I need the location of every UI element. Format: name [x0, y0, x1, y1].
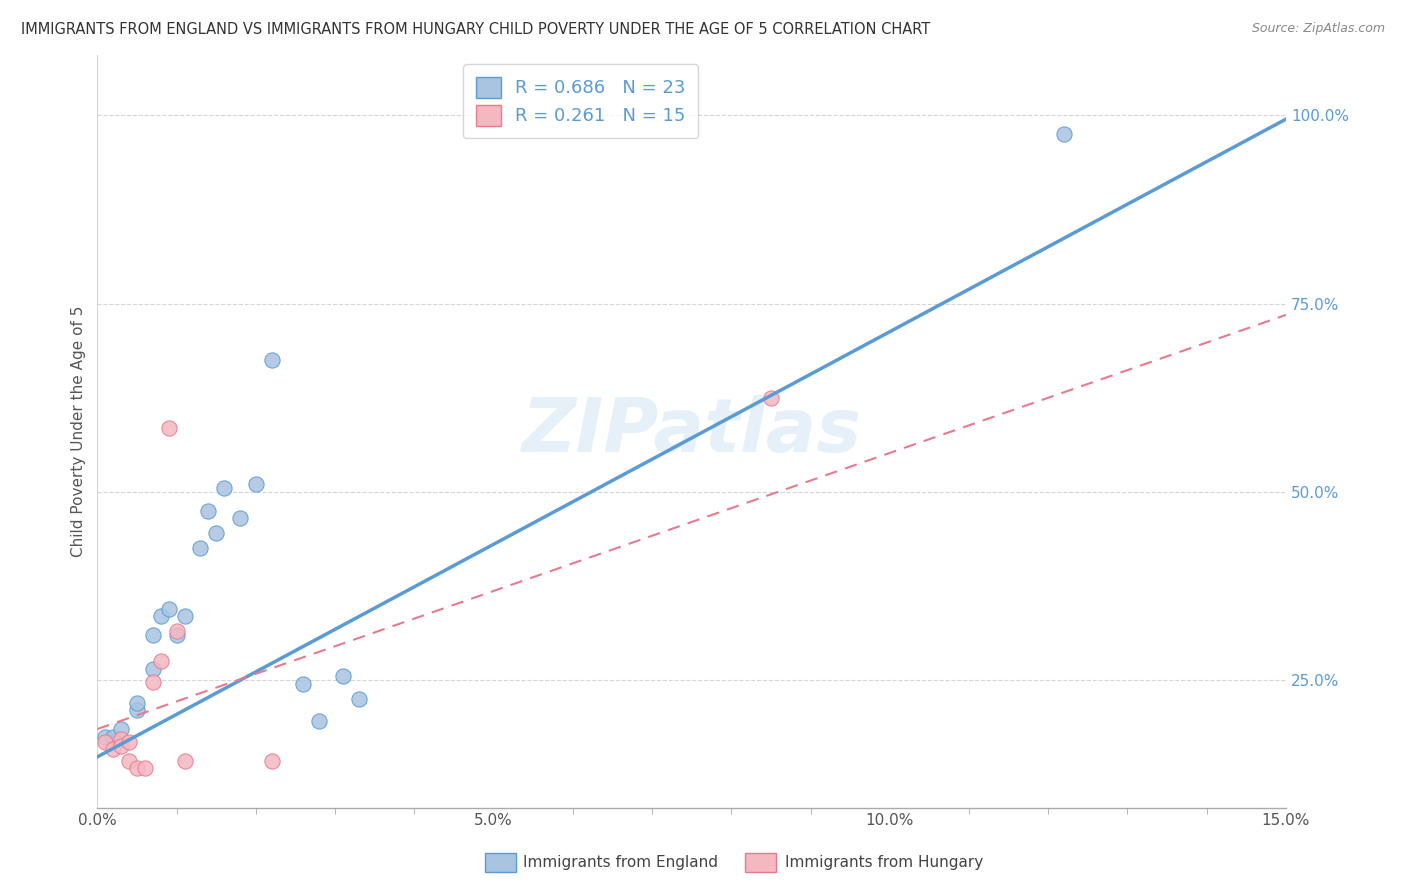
Point [142, 674, 165, 689]
Point [1053, 127, 1076, 141]
Point [103, 730, 125, 744]
Point [125, 696, 148, 710]
Point [759, 391, 782, 405]
Point [103, 742, 125, 756]
Point [260, 353, 283, 368]
Point [134, 761, 156, 775]
Point [197, 503, 219, 517]
Text: Immigrants from Hungary: Immigrants from Hungary [785, 855, 983, 870]
Point [347, 692, 370, 706]
Point [142, 628, 165, 642]
Point [149, 654, 172, 668]
Point [110, 731, 132, 746]
Point [94, 735, 117, 749]
Point [173, 609, 195, 624]
Point [157, 421, 180, 435]
Point [166, 624, 188, 639]
Legend: R = 0.686   N = 23, R = 0.261   N = 15: R = 0.686 N = 23, R = 0.261 N = 15 [463, 64, 699, 138]
Point [308, 714, 330, 729]
Point [118, 735, 141, 749]
Text: Immigrants from England: Immigrants from England [523, 855, 718, 870]
Point [94, 730, 117, 744]
Point [166, 628, 188, 642]
Point [110, 739, 132, 753]
Point [157, 601, 180, 615]
Point [110, 722, 132, 736]
Point [212, 481, 235, 495]
Point [260, 754, 283, 768]
Point [149, 609, 172, 624]
Point [205, 526, 228, 541]
Point [332, 669, 354, 683]
Y-axis label: Child Poverty Under the Age of 5: Child Poverty Under the Age of 5 [72, 306, 86, 558]
Text: ZIPatlas: ZIPatlas [522, 395, 862, 468]
Point [229, 511, 252, 525]
Point [190, 541, 212, 556]
Point [173, 754, 195, 768]
Point [118, 754, 141, 768]
Point [245, 477, 267, 491]
Text: IMMIGRANTS FROM ENGLAND VS IMMIGRANTS FROM HUNGARY CHILD POVERTY UNDER THE AGE O: IMMIGRANTS FROM ENGLAND VS IMMIGRANTS FR… [21, 22, 931, 37]
Point [142, 662, 165, 676]
Point [292, 677, 315, 691]
Text: Source: ZipAtlas.com: Source: ZipAtlas.com [1251, 22, 1385, 36]
Point [125, 703, 148, 717]
Point [125, 761, 148, 775]
